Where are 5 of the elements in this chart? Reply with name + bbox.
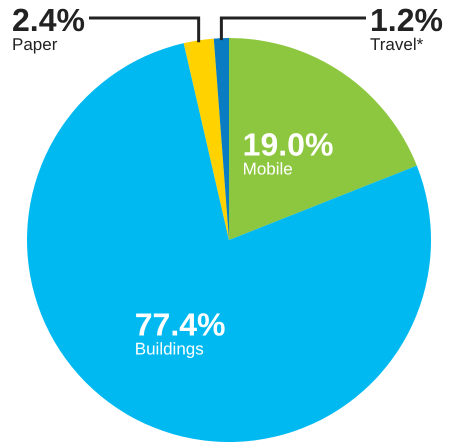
data-label: 1.2% — [370, 2, 443, 38]
slice-label: Paper — [12, 35, 58, 54]
data-label: 2.4% — [12, 2, 85, 38]
slice-label: Travel* — [370, 35, 424, 54]
pie-slice — [184, 38, 229, 240]
